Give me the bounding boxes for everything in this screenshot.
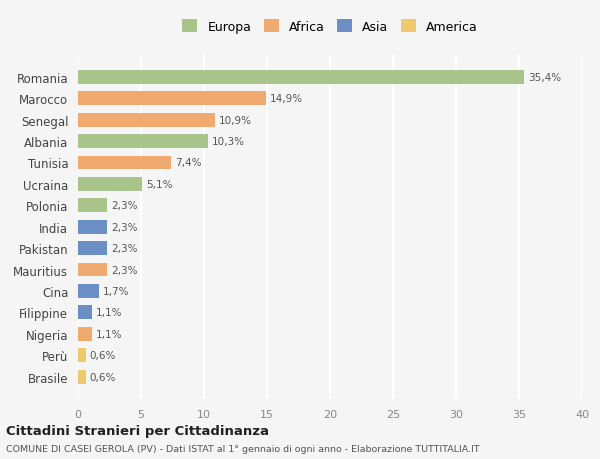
Bar xyxy=(78,156,171,170)
Text: 7,4%: 7,4% xyxy=(175,158,202,168)
Text: COMUNE DI CASEI GEROLA (PV) - Dati ISTAT al 1° gennaio di ogni anno - Elaborazio: COMUNE DI CASEI GEROLA (PV) - Dati ISTAT… xyxy=(6,444,479,453)
Bar xyxy=(78,327,92,341)
Bar xyxy=(78,348,86,362)
Text: 2,3%: 2,3% xyxy=(111,201,137,211)
Text: 1,7%: 1,7% xyxy=(103,286,130,296)
Text: 2,3%: 2,3% xyxy=(111,222,137,232)
Bar xyxy=(78,199,107,213)
Text: 10,3%: 10,3% xyxy=(212,137,245,147)
Text: 0,6%: 0,6% xyxy=(89,350,116,360)
Text: 10,9%: 10,9% xyxy=(219,115,252,125)
Text: 0,6%: 0,6% xyxy=(89,372,116,382)
Text: 1,1%: 1,1% xyxy=(95,308,122,318)
Text: 35,4%: 35,4% xyxy=(528,73,561,83)
Legend: Europa, Africa, Asia, America: Europa, Africa, Asia, America xyxy=(179,17,481,38)
Text: 1,1%: 1,1% xyxy=(95,329,122,339)
Bar xyxy=(78,370,86,384)
Text: 2,3%: 2,3% xyxy=(111,244,137,253)
Text: 2,3%: 2,3% xyxy=(111,265,137,275)
Text: Cittadini Stranieri per Cittadinanza: Cittadini Stranieri per Cittadinanza xyxy=(6,424,269,437)
Bar xyxy=(78,306,92,319)
Bar xyxy=(78,284,100,298)
Bar xyxy=(78,135,208,149)
Bar xyxy=(78,241,107,256)
Bar xyxy=(78,92,266,106)
Bar xyxy=(78,220,107,234)
Bar xyxy=(78,178,142,191)
Bar xyxy=(78,113,215,127)
Bar xyxy=(78,71,524,84)
Bar xyxy=(78,263,107,277)
Text: 14,9%: 14,9% xyxy=(269,94,302,104)
Text: 5,1%: 5,1% xyxy=(146,179,173,190)
